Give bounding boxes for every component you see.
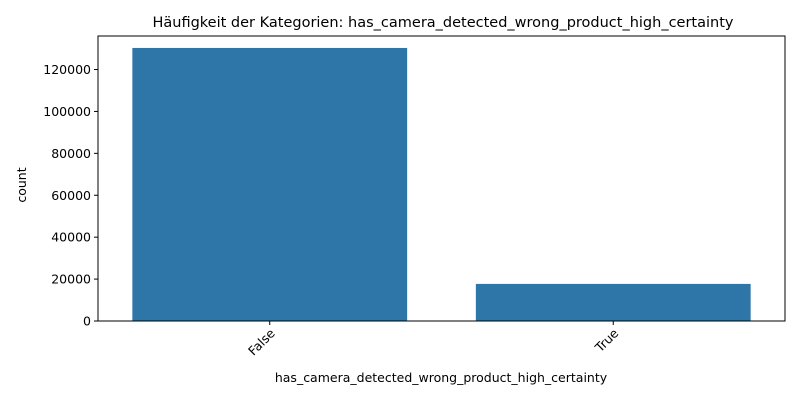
y-tick-label: 20000 bbox=[51, 272, 91, 287]
bars-layer bbox=[132, 47, 751, 321]
x-ticks-layer: False True bbox=[245, 321, 622, 358]
y-axis-label: count bbox=[14, 167, 29, 202]
plot-frame bbox=[97, 35, 786, 322]
x-axis-label: has_camera_detected_wrong_product_high_c… bbox=[275, 370, 608, 385]
bar-true bbox=[475, 283, 751, 321]
x-tick-label: False bbox=[245, 325, 278, 358]
y-ticks-layer: 0 20000 40000 60000 80000 100000 120000 bbox=[43, 62, 98, 329]
y-tick-label: 100000 bbox=[43, 104, 91, 119]
y-tick-label: 80000 bbox=[51, 146, 91, 161]
bar-false bbox=[132, 47, 408, 321]
y-tick-label: 0 bbox=[83, 314, 91, 329]
chart-title: Häufigkeit der Kategorien: has_camera_de… bbox=[152, 15, 733, 31]
y-tick-label: 40000 bbox=[51, 230, 91, 245]
y-tick-label: 60000 bbox=[51, 188, 91, 203]
y-tick-label: 120000 bbox=[43, 62, 91, 77]
x-tick-label: True bbox=[591, 325, 621, 355]
